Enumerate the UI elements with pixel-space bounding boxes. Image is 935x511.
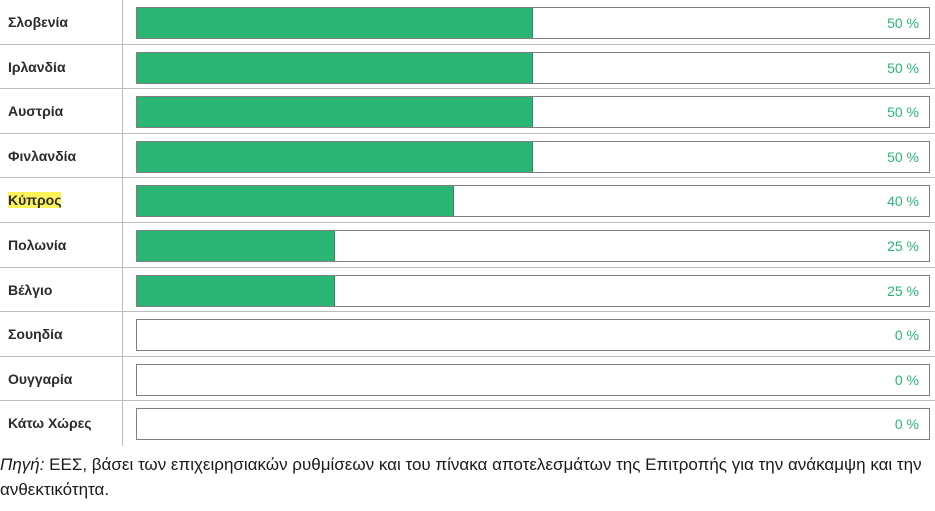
bar-track: 40 % (136, 185, 930, 218)
bar (137, 231, 335, 261)
row-divider (0, 43, 935, 45)
source-note: Πηγή: ΕΕΣ, βάσει των επιχειρησιακών ρυθμ… (0, 452, 935, 502)
row-divider (0, 400, 935, 402)
chart-row: Ουγγαρία 0 % (0, 357, 935, 402)
bar-track: 50 % (136, 96, 930, 129)
bar-track: 50 % (136, 51, 930, 84)
data-label: 0 % (894, 371, 919, 388)
row-divider (0, 266, 935, 268)
row-divider (0, 177, 935, 179)
bar (137, 97, 533, 128)
row-divider (0, 222, 935, 223)
chart-row: Φινλανδία 50 % (0, 134, 935, 179)
bar-track: 50 % (136, 140, 930, 173)
category-label-text: Κύπρος (8, 192, 62, 209)
chart-row: Σουηδία 0 % (0, 312, 935, 357)
row-divider (0, 355, 935, 357)
category-label-text: Αυστρία (8, 103, 64, 120)
chart-row: Βέλγιο 25 % (0, 268, 935, 313)
category-label: Ιρλανδία (8, 45, 66, 89)
row-divider (0, 132, 935, 134)
data-label: 50 % (887, 148, 919, 165)
bar-track: 0 % (136, 319, 930, 352)
category-label: Φινλανδία (8, 134, 76, 178)
category-label-text: Σλοβενία (8, 14, 69, 30)
chart-row: Κύπρος 40 % (0, 178, 935, 223)
category-label: Αυστρία (8, 89, 63, 133)
category-label-text: Ουγγαρία (8, 370, 73, 387)
bar-track: 25 % (136, 274, 930, 307)
category-label: Ουγγαρία (8, 357, 72, 401)
row-divider (0, 88, 935, 90)
chart-row: Πολωνία 25 % (0, 223, 935, 268)
category-label: Κάτω Χώρες (8, 401, 92, 445)
data-label: 0 % (894, 416, 919, 433)
data-label: 40 % (887, 193, 919, 210)
category-label: Βέλγιο (8, 268, 52, 312)
bar (137, 52, 533, 83)
bar-track: 0 % (136, 408, 930, 441)
data-label: 0 % (894, 327, 919, 344)
category-label: Σλοβενία (8, 0, 68, 44)
chart-row: Αυστρία 50 % (0, 89, 935, 134)
data-label: 50 % (887, 15, 919, 31)
bar (137, 186, 454, 217)
source-label: Πηγή: (0, 455, 45, 474)
data-label: 25 % (887, 238, 919, 254)
category-column-border (122, 0, 123, 446)
category-label-text: Ιρλανδία (8, 58, 66, 75)
data-label: 50 % (887, 104, 919, 121)
category-label: Πολωνία (8, 223, 66, 267)
bar (137, 141, 533, 172)
data-label: 50 % (887, 59, 919, 76)
category-label: Κύπρος (8, 178, 62, 222)
category-label-text: Κάτω Χώρες (8, 415, 92, 432)
chart-row: Σλοβενία 50 % (0, 0, 935, 45)
bar-track: 50 % (136, 7, 930, 39)
category-label: Σουηδία (8, 312, 63, 356)
row-divider (0, 311, 935, 313)
bar-chart: Σλοβενία 50 % Ιρλανδία 50 % Αυστρία 50 % Φινλα… (0, 0, 935, 446)
bar-track: 25 % (136, 230, 930, 262)
category-label-text: Πολωνία (8, 237, 67, 253)
data-label: 25 % (887, 282, 919, 299)
chart-row: Ιρλανδία 50 % (0, 45, 935, 90)
category-label-text: Βέλγιο (8, 281, 53, 298)
category-label-text: Φινλανδία (8, 147, 77, 164)
chart-row: Κάτω Χώρες 0 % (0, 401, 935, 446)
bar-track: 0 % (136, 363, 930, 396)
source-text: ΕΕΣ, βάσει των επιχειρησιακών ρυθμίσεων … (0, 455, 922, 499)
category-label-text: Σουηδία (8, 326, 63, 343)
bar (137, 8, 533, 38)
bar (137, 275, 335, 306)
